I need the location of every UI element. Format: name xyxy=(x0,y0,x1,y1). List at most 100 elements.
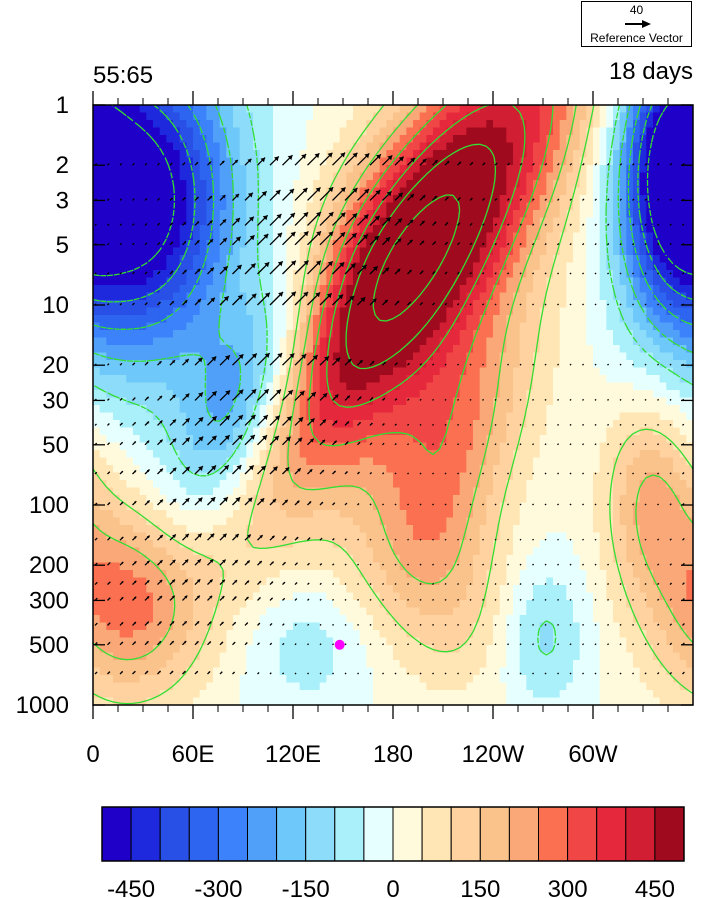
heatmap-cell xyxy=(226,375,234,384)
heatmap-cell xyxy=(619,285,627,294)
heatmap-cell xyxy=(199,270,207,279)
heatmap-cell xyxy=(353,225,361,234)
heatmap-cell xyxy=(606,232,614,241)
heatmap-cell xyxy=(486,270,494,279)
heatmap-cell xyxy=(219,375,227,384)
heatmap-cell xyxy=(539,127,547,136)
heatmap-cell xyxy=(279,450,287,459)
heatmap-cell xyxy=(379,202,387,211)
heatmap-cell xyxy=(479,420,487,429)
heatmap-cell xyxy=(446,360,454,369)
heatmap-cell xyxy=(626,495,634,504)
heatmap-cell xyxy=(579,420,587,429)
heatmap-cell xyxy=(559,142,567,151)
heatmap-cell xyxy=(319,112,327,121)
heatmap-cell xyxy=(319,472,327,481)
heatmap-cell xyxy=(379,150,387,159)
heatmap-cell xyxy=(373,420,381,429)
heatmap-cell xyxy=(126,420,134,429)
heatmap-cell xyxy=(166,142,174,151)
heatmap-cell xyxy=(679,292,687,301)
heatmap-cell xyxy=(646,330,654,339)
heatmap-cell xyxy=(213,157,221,166)
heatmap-cell xyxy=(239,247,247,256)
heatmap-cell xyxy=(273,112,281,121)
heatmap-cell xyxy=(639,157,647,166)
heatmap-cell xyxy=(219,172,227,181)
heatmap-cell xyxy=(373,322,381,331)
heatmap-cell xyxy=(446,187,454,196)
heatmap-cell xyxy=(286,457,294,466)
heatmap-cell xyxy=(113,345,121,354)
heatmap-cell xyxy=(566,375,574,384)
heatmap-cell xyxy=(246,277,254,286)
heatmap-cell xyxy=(533,157,541,166)
heatmap-cell xyxy=(153,337,161,346)
heatmap-cell xyxy=(93,120,101,129)
heatmap-cell xyxy=(99,217,107,226)
heatmap-cell xyxy=(479,210,487,219)
heatmap-cell xyxy=(439,180,447,189)
heatmap-cell xyxy=(599,412,607,421)
heatmap-cell xyxy=(479,412,487,421)
heatmap-cell xyxy=(546,202,554,211)
heatmap-cell xyxy=(366,337,374,346)
heatmap-cell xyxy=(226,330,234,339)
heatmap-cell xyxy=(106,262,114,271)
heatmap-cell xyxy=(359,465,367,474)
heatmap-cell xyxy=(353,360,361,369)
heatmap-cell xyxy=(566,285,574,294)
heatmap-cell xyxy=(106,165,114,174)
heatmap-cell xyxy=(646,112,654,121)
heatmap-cell xyxy=(499,165,507,174)
heatmap-cell xyxy=(133,142,141,151)
heatmap-cell xyxy=(106,382,114,391)
heatmap-cell xyxy=(406,270,414,279)
heatmap-cell xyxy=(293,142,301,151)
heatmap-cell xyxy=(633,307,641,316)
heatmap-cell xyxy=(126,352,134,361)
heatmap-cell xyxy=(433,225,441,234)
heatmap-cell xyxy=(206,502,214,511)
heatmap-cell xyxy=(586,420,594,429)
heatmap-cell xyxy=(279,315,287,324)
heatmap-cell xyxy=(406,367,414,376)
reference-arrow-icon xyxy=(625,20,651,28)
heatmap-cell xyxy=(273,502,281,511)
heatmap-cell xyxy=(506,502,514,511)
heatmap-cell xyxy=(466,112,474,121)
heatmap-cell xyxy=(666,472,674,481)
heatmap-cell xyxy=(179,165,187,174)
heatmap-cell xyxy=(359,225,367,234)
heatmap-cell xyxy=(626,172,634,181)
heatmap-cell xyxy=(459,412,467,421)
heatmap-cell xyxy=(519,502,527,511)
heatmap-cell xyxy=(239,465,247,474)
heatmap-cell xyxy=(286,292,294,301)
heatmap-cell xyxy=(373,105,381,114)
heatmap-cell xyxy=(219,105,227,114)
heatmap-cell xyxy=(599,337,607,346)
heatmap-cell xyxy=(673,435,681,444)
heatmap-cell xyxy=(539,270,547,279)
heatmap-cell xyxy=(433,480,441,489)
heatmap-cell xyxy=(686,390,693,399)
heatmap-cell xyxy=(193,487,201,496)
heatmap-cell xyxy=(626,315,634,324)
heatmap-cell xyxy=(219,502,227,511)
heatmap-cell xyxy=(259,262,267,271)
heatmap-cell xyxy=(266,120,274,129)
heatmap-cell xyxy=(326,487,334,496)
heatmap-cell xyxy=(433,232,441,241)
heatmap-cell xyxy=(306,510,314,519)
heatmap-cell xyxy=(453,232,461,241)
heatmap-cell xyxy=(186,367,194,376)
heatmap-cell xyxy=(293,105,301,114)
heatmap-cell xyxy=(179,375,187,384)
heatmap-cell xyxy=(99,292,107,301)
heatmap-cell xyxy=(639,435,647,444)
heatmap-cell xyxy=(153,360,161,369)
heatmap-cell xyxy=(173,225,181,234)
heatmap-cell xyxy=(133,195,141,204)
heatmap-cell xyxy=(379,480,387,489)
